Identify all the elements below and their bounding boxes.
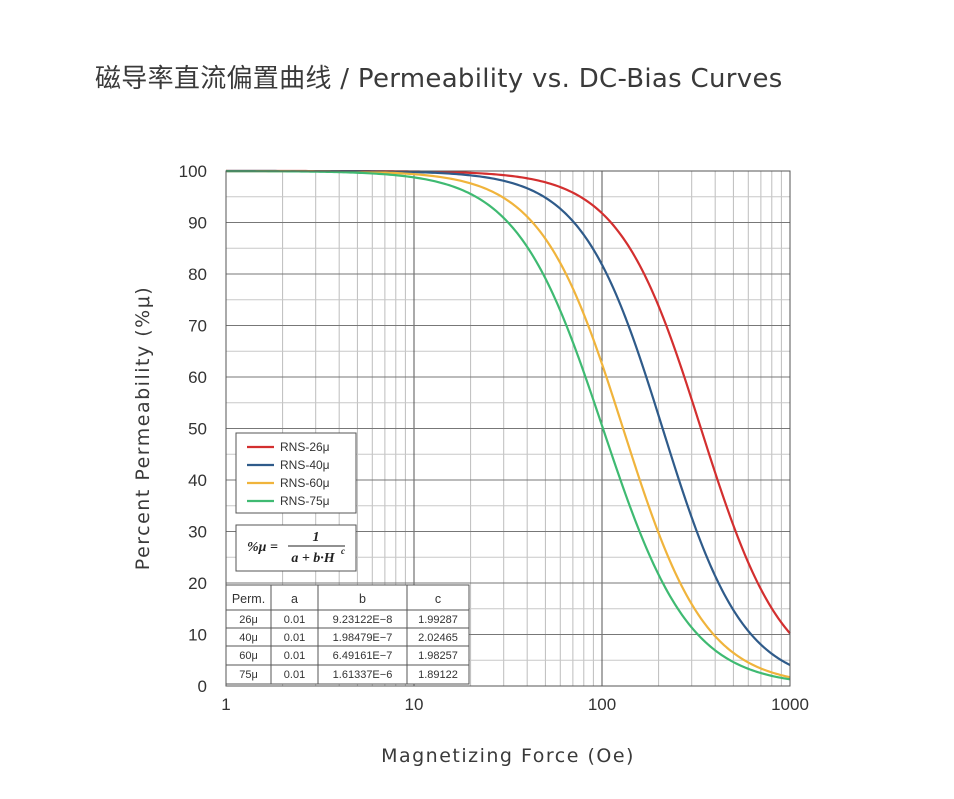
table-cell: 26μ <box>239 614 258 626</box>
x-tick-label: 1 <box>221 695 230 714</box>
series-line <box>225 169 791 681</box>
legend-entry: RNS-75μ <box>280 494 330 508</box>
table-cell: 9.23122E−8 <box>333 614 393 626</box>
table-cell: 1.99287 <box>418 614 458 626</box>
table-cell: 1.98257 <box>418 650 458 662</box>
x-tick-label: 1000 <box>771 695 809 714</box>
table-cell: 75μ <box>239 669 258 681</box>
chart-title: 磁导率直流偏置曲线 / Permeability vs. DC-Bias Cur… <box>95 64 783 94</box>
table-header-cell: Perm. <box>232 592 265 606</box>
y-tick-label: 90 <box>188 214 207 233</box>
y-tick-label: 0 <box>198 677 207 696</box>
table-cell: 1.61337E−6 <box>333 669 393 681</box>
table-cell: 0.01 <box>284 669 305 681</box>
table-frame <box>225 584 470 685</box>
table-cell: 6.49161E−7 <box>333 650 393 662</box>
table-cell: 0.01 <box>284 632 305 644</box>
y-tick-label: 10 <box>188 626 207 645</box>
table-cell: 0.01 <box>284 614 305 626</box>
y-tick-label: 30 <box>188 523 207 542</box>
y-axis-label: Percent Permeability (%μ) <box>132 286 154 570</box>
table-cell: 40μ <box>239 632 258 644</box>
table-cell: 60μ <box>239 650 258 662</box>
y-tick-label: 40 <box>188 471 207 490</box>
formula-frame <box>235 524 357 572</box>
plot-frame <box>225 170 791 687</box>
legend: RNS-26μ RNS-40μ RNS-60μ RNS-75μ <box>235 432 357 514</box>
y-tick-labels: 0 10 20 30 40 50 60 70 80 90 100 <box>179 162 207 696</box>
legend-entry: RNS-40μ <box>280 458 330 472</box>
formula-box: %μ = 1 a + b·H c <box>235 524 357 572</box>
table-cell: 0.01 <box>284 650 305 662</box>
table-cell: 1.89122 <box>418 669 458 681</box>
table-header-cell: b <box>359 592 366 606</box>
table-header-cell: c <box>435 592 441 606</box>
x-tick-label: 100 <box>588 695 616 714</box>
formula-exponent: c <box>341 546 345 556</box>
y-tick-label: 20 <box>188 574 207 593</box>
table-cell: 1.98479E−7 <box>333 632 393 644</box>
y-tick-label: 70 <box>188 317 207 336</box>
y-tick-label: 50 <box>188 420 207 439</box>
coefficient-table: Perm. a b c 26μ 0.01 9.23122E−8 1.99287 40μ 0.01 1… <box>225 584 470 685</box>
formula-lhs: %μ = <box>247 540 278 555</box>
legend-entry: RNS-60μ <box>280 476 330 490</box>
table-cell: 2.02465 <box>418 632 458 644</box>
y-tick-label: 80 <box>188 265 207 284</box>
x-axis-label: Magnetizing Force (Oe) <box>381 745 635 767</box>
y-tick-label: 100 <box>179 162 207 181</box>
formula-numerator: 1 <box>313 530 320 545</box>
formula-denominator: a + b·H <box>291 551 335 566</box>
x-tick-labels: 1 10 100 1000 <box>221 695 809 714</box>
x-tick-label: 10 <box>405 695 424 714</box>
y-tick-label: 60 <box>188 368 207 387</box>
table-header-cell: a <box>291 592 298 606</box>
legend-entry: RNS-26μ <box>280 440 330 454</box>
